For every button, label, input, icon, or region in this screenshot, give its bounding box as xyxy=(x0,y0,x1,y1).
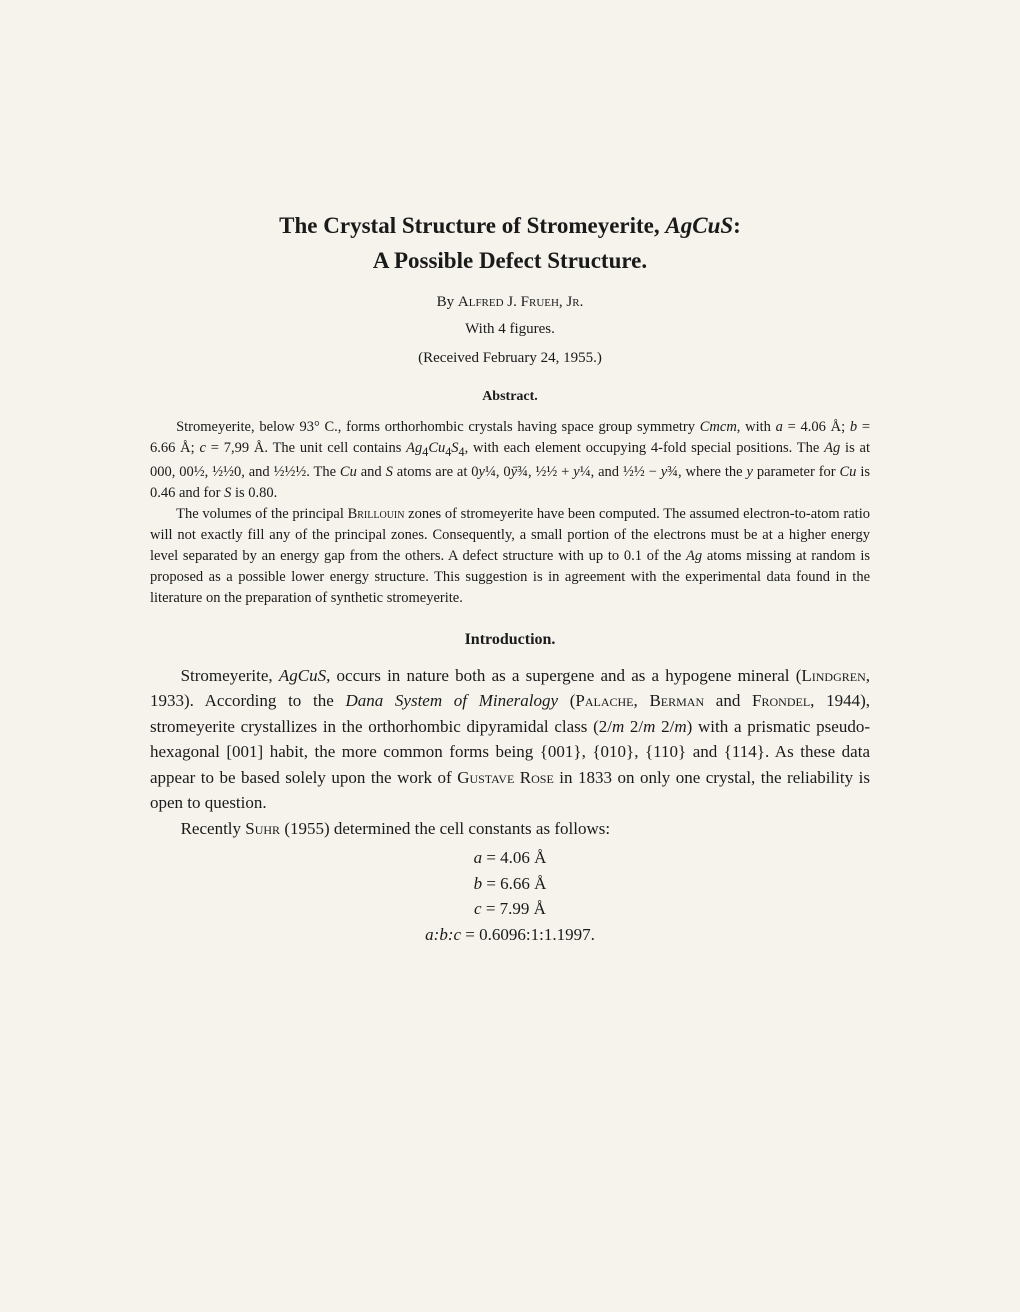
cell-constants-block: a = 4.06 Å b = 6.66 Å c = 7.99 Å a:b:c =… xyxy=(150,845,870,947)
equation-ratio: a:b:c = 0.6096:1:1.1997. xyxy=(150,922,870,948)
author-line: By Alfred J. Frueh, Jr. xyxy=(150,294,870,311)
author-name: Alfred J. Frueh, Jr. xyxy=(458,294,583,310)
paper-title-line2: A Possible Defect Structure. xyxy=(150,248,870,274)
paper-title-line1: The Crystal Structure of Stromeyerite, A… xyxy=(150,210,870,242)
paper-page: The Crystal Structure of Stromeyerite, A… xyxy=(0,0,1020,1027)
equation-a: a = 4.06 Å xyxy=(150,845,870,871)
abstract-block: Stromeyerite, below 93° C., forms orthor… xyxy=(150,417,870,609)
abstract-paragraph-1: Stromeyerite, below 93° C., forms orthor… xyxy=(150,417,870,503)
title-text-1: The Crystal Structure of Stromeyerite, A… xyxy=(279,213,741,238)
introduction-heading: Introduction. xyxy=(150,631,870,649)
received-line: (Received February 24, 1955.) xyxy=(150,350,870,367)
abstract-paragraph-2: The volumes of the principal Brillouin z… xyxy=(150,504,870,609)
intro-paragraph-1: Stromeyerite, AgCuS, occurs in nature bo… xyxy=(150,663,870,816)
abstract-heading: Abstract. xyxy=(150,389,870,405)
intro-paragraph-2: Recently Suhr (1955) determined the cell… xyxy=(150,816,870,842)
equation-c: c = 7.99 Å xyxy=(150,896,870,922)
equation-b: b = 6.66 Å xyxy=(150,871,870,897)
author-by: By xyxy=(437,294,458,310)
figures-line: With 4 figures. xyxy=(150,321,870,338)
introduction-block: Stromeyerite, AgCuS, occurs in nature bo… xyxy=(150,663,870,842)
